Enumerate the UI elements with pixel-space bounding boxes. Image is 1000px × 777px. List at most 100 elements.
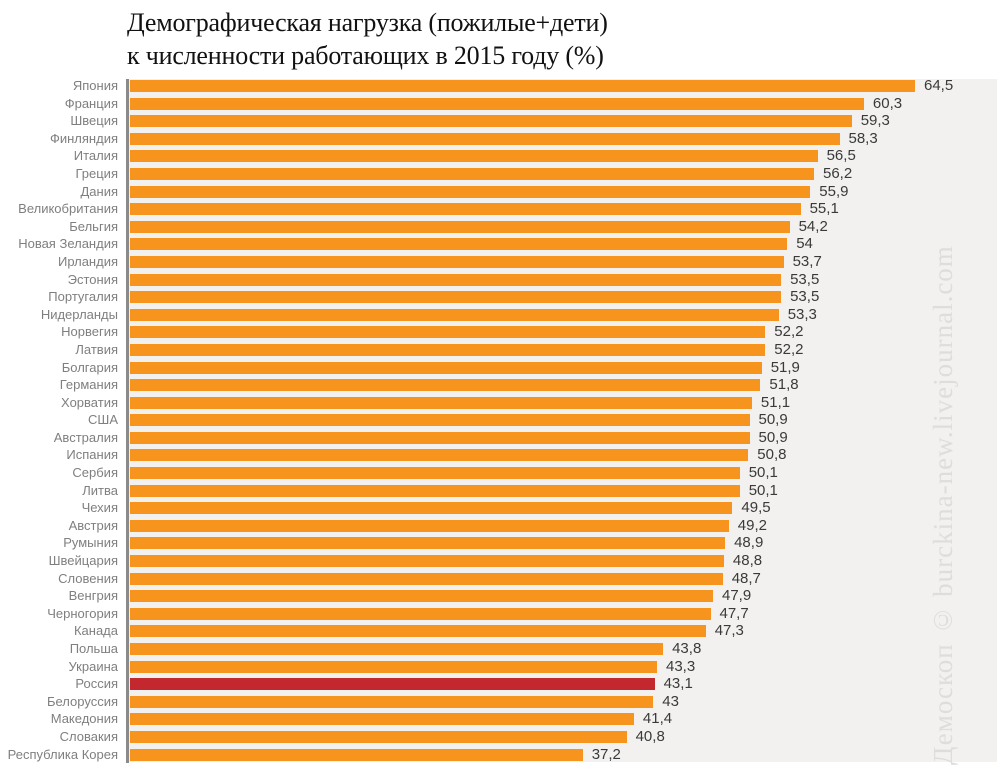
bar (130, 713, 634, 726)
chart-row: Словения 48,7 (0, 569, 997, 587)
bar-highlighted-russia (130, 678, 655, 691)
value-label: 56,5 (826, 147, 856, 165)
country-label: Украина (68, 658, 119, 674)
chart-row: Румыния 48,9 (0, 535, 997, 551)
chart-row: США 50,9 (0, 411, 997, 429)
country-label: Бельгия (69, 218, 118, 234)
country-label: Великобритания (18, 201, 118, 217)
value-label: 50,8 (757, 446, 787, 464)
bar (130, 80, 915, 92)
chart-title-line1: Демографическая нагрузка (пожилые+дети) (127, 8, 608, 37)
bar (130, 748, 583, 761)
chart-row: Сербия 50,1 (0, 465, 997, 480)
chart-row: Польша 43,8 (0, 641, 997, 656)
bar (130, 414, 750, 427)
chart-row: Япония 64,5 (0, 78, 997, 93)
bar (130, 502, 733, 515)
bar (130, 590, 713, 603)
chart-row: Белоруссия 43 (0, 692, 997, 710)
value-label: 51,1 (760, 393, 791, 411)
chart-row: Норвегия 52,2 (0, 324, 997, 340)
value-label: 40,8 (635, 727, 665, 745)
country-label: Литва (82, 482, 118, 498)
country-label: Новая Зеландия (18, 236, 118, 252)
value-label: 51,8 (769, 376, 799, 394)
value-label: 50,9 (758, 411, 788, 429)
country-label: Румыния (63, 535, 118, 551)
chart-row: Франция 60,3 (0, 94, 997, 112)
country-label: Германия (59, 377, 118, 393)
chart-row: Латвия 52,2 (0, 341, 997, 357)
country-label: Черногория (47, 605, 118, 621)
bar (130, 220, 790, 233)
country-label: Португалия (48, 289, 118, 305)
chart-row: Дания 55,9 (0, 182, 997, 200)
country-label: Эстония (67, 271, 118, 287)
country-label: Франция (64, 95, 118, 111)
bar (130, 185, 811, 198)
value-label: 60,3 (872, 94, 903, 112)
country-label: Нидерланды (40, 306, 118, 322)
value-label: 54,2 (798, 217, 828, 235)
country-label: Швеция (70, 113, 118, 129)
chart-title: Демографическая нагрузка (пожилые+дети) … (127, 6, 608, 72)
country-label: Норвегия (61, 324, 118, 340)
bar (130, 607, 711, 620)
value-label: 53,3 (787, 305, 817, 323)
value-label: 43 (662, 692, 679, 710)
chart-row: Венгрия 47,9 (0, 588, 997, 603)
bar (130, 730, 627, 743)
chart-row: Великобритания 55,1 (0, 201, 997, 217)
chart-row: Италия 56,5 (0, 147, 997, 165)
bar (130, 660, 657, 673)
bar (130, 255, 784, 268)
value-label: 41,4 (642, 710, 673, 728)
country-label: Македония (50, 711, 118, 727)
country-label: Белоруссия (46, 693, 118, 709)
chart-row: Македония 41,4 (0, 710, 997, 728)
chart-row: Хорватия 51,1 (0, 393, 997, 411)
value-label: 48,7 (731, 569, 761, 587)
bar (130, 203, 801, 216)
value-label: 58,3 (848, 129, 878, 147)
chart-row: Португалия 53,5 (0, 288, 997, 306)
chart-title-line2: к численности работающих в 2015 году (%) (127, 41, 604, 70)
bar (130, 484, 740, 497)
country-label: Канада (73, 623, 118, 639)
bar (130, 396, 752, 409)
chart-row: Австралия 50,9 (0, 428, 997, 446)
value-label: 48,8 (732, 552, 763, 570)
bar (130, 167, 814, 180)
country-label: Чехия (81, 500, 118, 516)
bar (130, 361, 762, 374)
country-label: Швейцария (48, 553, 118, 569)
country-label: Польша (69, 641, 118, 656)
bar (130, 431, 750, 444)
bar (130, 150, 818, 163)
value-label: 53,7 (792, 252, 822, 270)
value-label: 50,9 (758, 428, 788, 446)
chart-row: Эстония 53,5 (0, 271, 997, 287)
chart-row: Нидерланды 53,3 (0, 305, 997, 323)
chart-row: Черногория 47,7 (0, 605, 997, 621)
chart-row: Словакия 40,8 (0, 727, 997, 745)
country-label: Латвия (75, 341, 118, 357)
value-label: 49,5 (741, 499, 771, 517)
country-label: Австрия (68, 517, 118, 533)
chart-row: Ирландия 53,7 (0, 252, 997, 270)
bar (130, 238, 788, 251)
chart-row: Германия 51,8 (0, 376, 997, 394)
country-label: Республика Корея (7, 746, 118, 762)
bar (130, 519, 729, 532)
country-label: Болгария (61, 359, 118, 375)
value-label: 54 (796, 235, 813, 253)
country-label: США (88, 412, 118, 428)
country-label: Россия (75, 676, 118, 692)
value-label: 53,5 (790, 288, 820, 306)
value-label: 55,9 (819, 182, 849, 200)
country-label: Словакия (59, 728, 118, 744)
value-label: 43,1 (663, 675, 693, 693)
chart-row: Болгария 51,9 (0, 359, 997, 375)
bar (130, 537, 726, 550)
